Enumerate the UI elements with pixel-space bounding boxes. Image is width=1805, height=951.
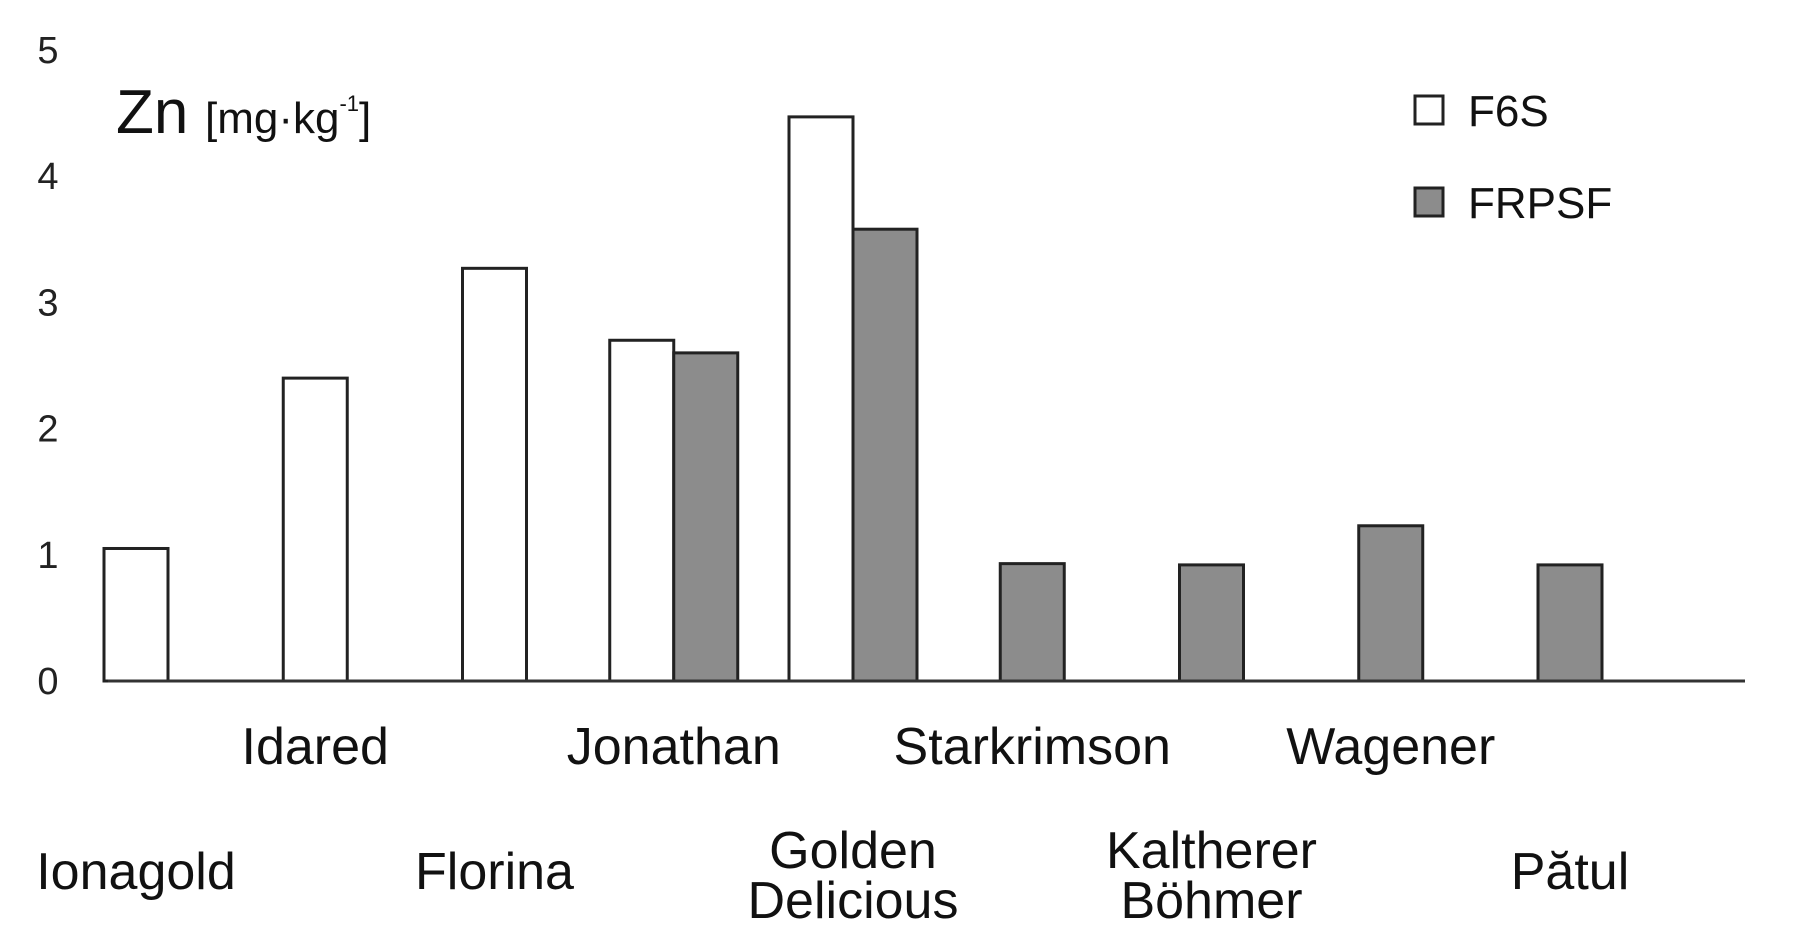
category-label-line: Jonathan: [567, 718, 781, 776]
category-label: Wagener: [1286, 718, 1495, 776]
y-axis-symbol: Zn: [116, 78, 188, 147]
category-label: Kaltherer Böhmer: [1106, 822, 1317, 930]
bar-f6s-ionagold: [102, 546, 170, 683]
category-label-line: Ionagold: [36, 843, 236, 901]
bar-f6s-florina: [461, 266, 528, 683]
category-label: Starkrimson: [894, 718, 1171, 776]
category-label: Pătul: [1511, 843, 1630, 901]
legend-label-f6s: F6S: [1468, 87, 1549, 136]
category-label-line: Wagener: [1286, 718, 1495, 776]
legend-label-frpsf: FRPSF: [1468, 179, 1612, 228]
category-label: Florina: [415, 843, 574, 901]
category-label-line: Kaltherer: [1106, 822, 1317, 880]
y-tick-label: 4: [37, 156, 58, 198]
legend-swatch-frpsf: [1413, 186, 1445, 218]
bar-frpsf-starkrimson: [998, 562, 1066, 683]
category-label-line: Böhmer: [1120, 872, 1302, 930]
bar-f6s-jonathan: [608, 338, 676, 683]
category-labels: Ionagold Idared Florina Jonathan Golden Delic…: [36, 718, 1629, 930]
y-tick-label: 3: [37, 282, 58, 324]
legend-swatch-f6s: [1413, 94, 1445, 126]
category-label: Jonathan: [567, 718, 781, 776]
bar-frpsf-wagener: [1357, 524, 1425, 683]
y-tick-label: 0: [37, 661, 58, 703]
category-label-line: Idared: [242, 718, 389, 776]
legend: F6S FRPSF: [1413, 87, 1612, 228]
category-label: Ionagold: [36, 843, 236, 901]
bars-group: [102, 115, 1604, 683]
y-axis-unit-superscript: -1: [339, 91, 359, 116]
category-label-line: Florina: [415, 843, 574, 901]
category-label-line: Pătul: [1511, 843, 1630, 901]
y-axis-ticks: 0 1 2 3 4 5: [37, 30, 58, 703]
y-tick-label: 1: [37, 535, 58, 577]
y-axis-unit-close: ]: [359, 94, 371, 143]
bar-frpsf-golden-delicious: [851, 227, 919, 683]
category-label-line: Starkrimson: [894, 718, 1171, 776]
bar-frpsf-jonathan: [672, 351, 740, 683]
category-label-line: Delicious: [748, 872, 959, 930]
bar-frpsf-kaltherer-böhmer: [1178, 563, 1245, 683]
bar-frpsf-pătul: [1536, 563, 1604, 683]
y-tick-label: 5: [37, 30, 58, 72]
category-label: Idared: [242, 718, 389, 776]
y-tick-label: 2: [37, 409, 58, 451]
y-axis-unit: [mg·kg-1]: [205, 91, 371, 143]
bar-f6s-golden-delicious: [787, 115, 855, 683]
bar-f6s-idared: [281, 376, 349, 683]
y-axis-unit-open: [mg·kg: [205, 94, 339, 143]
category-label-line: Golden: [769, 822, 937, 880]
category-label: Golden Delicious: [748, 822, 959, 930]
